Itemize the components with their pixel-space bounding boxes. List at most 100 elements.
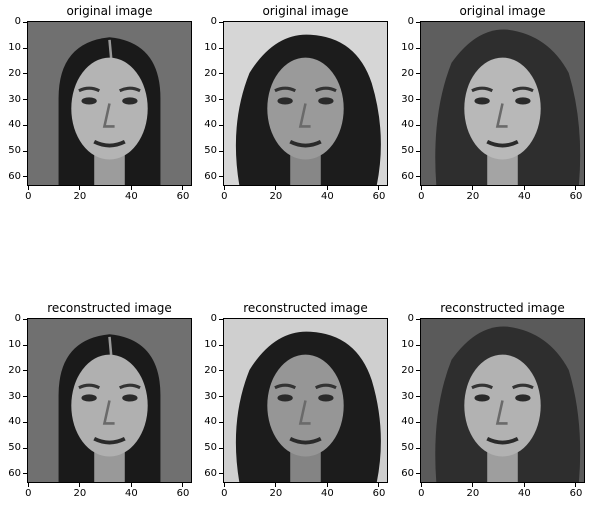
y-tick-label: 30 [204,93,217,105]
y-tick-label: 10 [8,42,21,54]
x-tick-label: 40 [125,191,138,202]
x-tick-mark [223,186,225,190]
y-tick-mark [416,396,420,398]
y-tick-mark [219,318,223,320]
x-tick-mark [575,186,577,190]
y-tick-label: 10 [401,42,414,54]
y-tick-label: 60 [401,467,414,479]
y-tick-label: 10 [401,339,414,351]
x-tick-mark [420,483,422,487]
x-tick-mark [275,483,277,487]
face-image [224,319,387,482]
y-tick-label: 30 [8,390,21,402]
face-image [28,319,191,482]
y-tick-mark [219,124,223,126]
y-tick-mark [219,176,223,178]
y-tick-mark [416,344,420,346]
y-tick-label: 10 [204,42,217,54]
x-tick-label: 20 [466,488,480,499]
x-tick-label: 20 [269,191,283,202]
panel-title: reconstructed image [440,301,565,315]
x-tick-label: 60 [176,488,190,499]
y-tick-label: 50 [401,145,414,157]
y-tick-mark [416,473,420,475]
y-tick-mark [23,73,27,75]
y-tick-mark [219,99,223,101]
x-tick-label: 40 [125,488,138,499]
y-tick-label: 10 [8,339,21,351]
y-tick-label: 40 [401,416,414,428]
x-tick-label: 40 [518,191,531,202]
y-tick-label: 20 [204,67,217,79]
y-tick-mark [219,370,223,372]
y-tick-label: 20 [204,364,217,376]
x-tick-label: 20 [73,191,87,202]
x-tick-mark [182,186,184,190]
x-tick-label: 60 [569,191,583,202]
x-tick-label: 40 [321,191,334,202]
y-tick-mark [416,150,420,152]
x-tick-label: 40 [321,488,334,499]
y-tick-mark [23,176,27,178]
y-tick-label: 20 [8,364,21,376]
x-tick-label: 0 [221,488,228,499]
x-tick-mark [130,483,132,487]
x-tick-mark [523,186,525,190]
x-tick-mark [27,483,29,487]
x-tick-label: 40 [518,488,531,499]
y-tick-mark [23,47,27,49]
y-tick-label: 30 [401,93,414,105]
x-tick-mark [27,186,29,190]
x-tick-mark [326,483,328,487]
x-tick-label: 60 [176,191,190,202]
y-tick-label: 50 [401,442,414,454]
y-tick-mark [416,421,420,423]
y-tick-mark [219,447,223,449]
y-tick-label: 60 [8,467,21,479]
x-tick-mark [275,186,277,190]
y-tick-label: 60 [204,467,217,479]
y-tick-label: 0 [407,313,414,325]
x-tick-label: 0 [221,191,228,202]
y-tick-mark [23,473,27,475]
x-tick-label: 0 [418,191,425,202]
y-tick-mark [23,396,27,398]
y-tick-label: 60 [8,170,21,182]
face-image [421,22,584,185]
x-tick-mark [472,483,474,487]
panel-title: reconstructed image [47,301,172,315]
y-tick-label: 40 [204,119,217,131]
x-tick-mark [79,483,81,487]
x-tick-label: 20 [269,488,283,499]
y-tick-label: 30 [204,390,217,402]
y-tick-mark [23,318,27,320]
y-tick-mark [219,396,223,398]
y-tick-mark [23,344,27,346]
x-tick-label: 0 [418,488,425,499]
y-tick-label: 60 [204,170,217,182]
y-tick-mark [416,99,420,101]
y-tick-label: 40 [204,416,217,428]
y-tick-label: 20 [401,67,414,79]
x-tick-mark [326,186,328,190]
image-axes [223,318,388,483]
y-tick-label: 0 [210,313,217,325]
y-tick-mark [416,318,420,320]
x-tick-mark [378,483,380,487]
image-axes [420,21,585,186]
y-tick-mark [219,421,223,423]
y-tick-mark [416,124,420,126]
y-tick-label: 50 [204,145,217,157]
y-tick-mark [219,150,223,152]
x-tick-mark [575,483,577,487]
y-tick-mark [23,124,27,126]
y-tick-label: 50 [8,442,21,454]
x-tick-label: 60 [372,488,386,499]
y-tick-mark [23,370,27,372]
y-tick-label: 60 [401,170,414,182]
panel-title: original image [262,4,349,18]
panel-title: original image [459,4,546,18]
y-tick-label: 0 [407,16,414,28]
y-tick-label: 0 [14,313,21,325]
